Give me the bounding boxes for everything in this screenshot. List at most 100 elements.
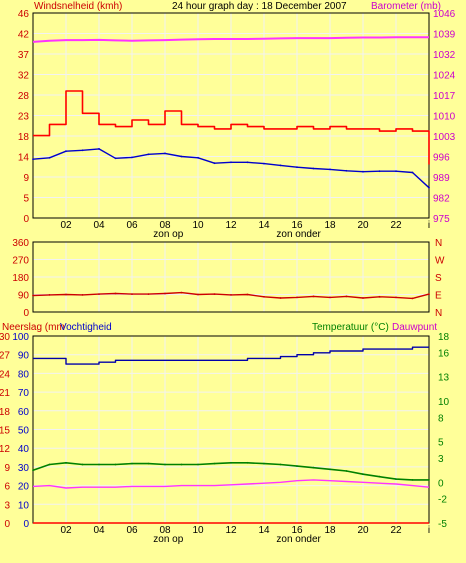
temperature-point — [296, 465, 298, 467]
humidity-tick-label: 30 — [18, 463, 30, 474]
wind-speed-point — [362, 170, 364, 173]
time-tick-label: i — [428, 220, 430, 231]
barometer-tick-label: 1039 — [433, 30, 456, 41]
wind-direction-point — [131, 293, 133, 295]
temperature-point — [345, 470, 348, 472]
time-tick-label: 16 — [291, 525, 303, 536]
wind-speed-point — [213, 162, 216, 165]
temperature-point — [263, 462, 265, 465]
wind-direction-point — [312, 295, 315, 298]
temperature-point — [246, 461, 249, 464]
wind-direction-point — [362, 297, 364, 299]
barometer-tick-label: 1017 — [433, 91, 456, 102]
temperature-point — [65, 461, 67, 464]
wind-direction-point — [246, 293, 249, 296]
wind-direction-point — [197, 293, 199, 296]
wind-speed-point — [263, 162, 265, 165]
temperature-point — [48, 463, 51, 466]
time-tick-label: 22 — [390, 220, 402, 231]
temperature-point — [428, 479, 430, 481]
temperature-point — [312, 466, 315, 469]
time-tick-label: 04 — [93, 525, 105, 536]
wind-direction-point — [81, 294, 84, 296]
plot-frame — [32, 241, 430, 313]
rain-tick-label: 0 — [4, 519, 10, 530]
temperature-point — [180, 463, 183, 466]
temperature-tick-label: 13 — [438, 373, 450, 384]
time-tick-label: 02 — [60, 220, 72, 231]
wind-speed-point — [180, 155, 183, 158]
rain-tick-label: 9 — [4, 463, 10, 474]
barometer-tick-label: 1024 — [433, 71, 456, 82]
wind-direction-point — [428, 293, 430, 295]
wind-tick-label: 37 — [18, 50, 30, 61]
sunset-marker: zon onder — [276, 534, 321, 545]
temperature-tick-label: 3 — [438, 454, 444, 465]
rain-tick-label: 3 — [4, 500, 10, 511]
sunset-marker: zon onder — [276, 229, 321, 240]
direction-tick-label: 360 — [12, 238, 29, 249]
wind-tick-label: 46 — [18, 9, 30, 20]
humidity-tick-label: 0 — [23, 519, 29, 530]
wind-speed-point — [329, 168, 331, 171]
wind-speed-point — [428, 186, 430, 189]
wind-direction-point — [345, 295, 348, 298]
wind-speed-point — [32, 158, 34, 161]
rain-tick-label: 24 — [0, 369, 10, 380]
wind-speed-point — [147, 153, 150, 156]
wind-speed-point — [48, 156, 51, 159]
dewpoint-axis-title: Dauwpunt — [392, 322, 437, 333]
time-tick-label: 10 — [192, 220, 204, 231]
rain-tick-label: 27 — [0, 351, 10, 362]
barometer-tick-label: 996 — [433, 153, 450, 164]
wind-speed-axis-title: Windsnelheid (kmh) — [34, 1, 122, 12]
temperature-tick-label: -5 — [438, 519, 447, 530]
direction-tick-label: 270 — [12, 256, 29, 267]
humidity-tick-label: 10 — [18, 500, 30, 511]
rain-tick-label: 12 — [0, 444, 10, 455]
rain-tick-label: 21 — [0, 388, 10, 399]
time-tick-label: 16 — [291, 220, 303, 231]
humidity-tick-label: 90 — [18, 351, 30, 362]
temperature-point — [131, 462, 133, 465]
temperature-point — [197, 463, 199, 466]
wind-direction-point — [378, 295, 381, 298]
temperature-point — [147, 462, 150, 465]
temperature-tick-label: -2 — [438, 495, 447, 506]
temperature-point — [98, 463, 100, 466]
rain-tick-label: 15 — [0, 426, 10, 437]
humidity-tick-label: 60 — [18, 407, 30, 418]
temperature-tick-label: 16 — [438, 348, 450, 359]
wind-direction-point — [164, 292, 166, 295]
direction-tick-label: 0 — [23, 308, 29, 319]
wind-tick-label: 42 — [18, 30, 30, 41]
wind-speed-point — [246, 161, 249, 164]
wind-direction-point — [329, 296, 331, 299]
wind-direction-point — [411, 297, 414, 300]
rain-tick-label: 6 — [4, 482, 10, 493]
time-tick-label: 20 — [357, 525, 369, 536]
direction-tick-label: 90 — [18, 291, 30, 302]
barometer-tick-label: 975 — [433, 214, 450, 225]
humidity-tick-label: 40 — [18, 444, 30, 455]
compass-tick-label: E — [435, 291, 442, 302]
time-tick-label: 08 — [159, 525, 171, 536]
wind-direction-point — [213, 293, 216, 295]
sunrise-marker: zon op — [153, 534, 183, 545]
humidity-axis-title: Vochtigheid — [60, 322, 112, 333]
time-tick-label: 06 — [126, 525, 138, 536]
temperature-axis-title: Temperatuur (°C) — [312, 322, 389, 333]
wind-speed-point — [65, 150, 67, 153]
wind-tick-label: 0 — [23, 214, 29, 225]
barometer-tick-label: 1046 — [433, 9, 456, 20]
wind-tick-label: 9 — [23, 173, 29, 184]
barometer-tick-label: 982 — [433, 194, 450, 205]
wind-gust-line — [33, 90, 430, 165]
wind-direction-point — [180, 291, 183, 294]
temperature-point — [279, 463, 282, 466]
wind-speed-point — [411, 171, 414, 174]
temperature-point — [362, 473, 364, 476]
humidity-tick-label: 80 — [18, 369, 30, 380]
wind-speed-point — [98, 148, 100, 150]
wind-tick-label: 28 — [18, 91, 30, 102]
